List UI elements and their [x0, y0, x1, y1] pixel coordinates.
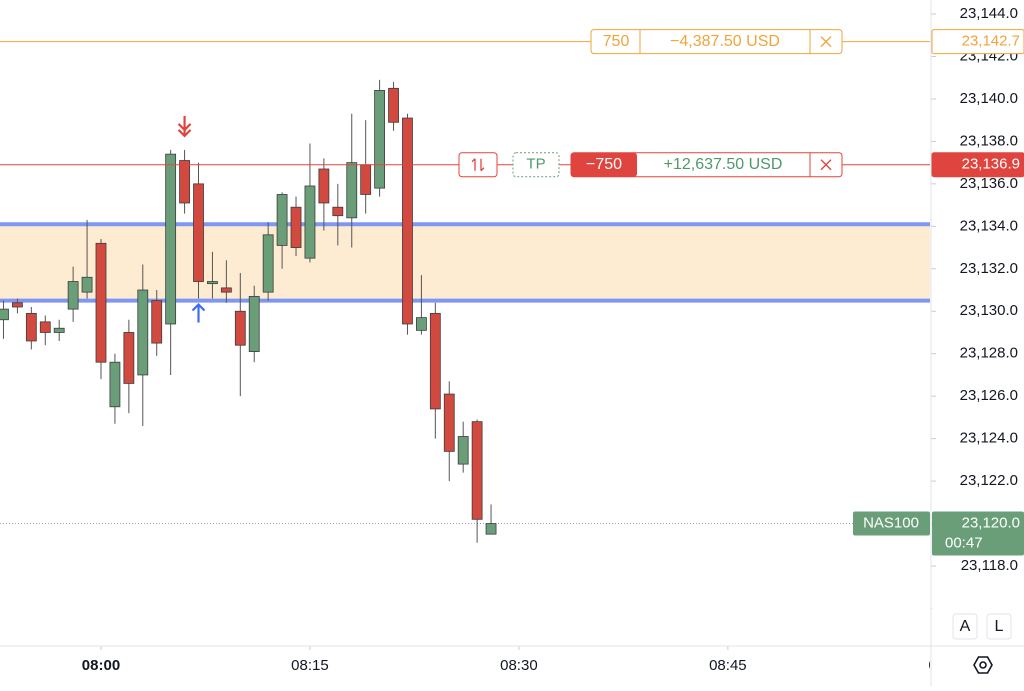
tp-button[interactable] — [512, 152, 560, 178]
candle-body — [262, 234, 274, 293]
tp-label[interactable]: TP — [526, 156, 545, 173]
candle-body — [81, 276, 93, 293]
candle-body — [332, 206, 344, 217]
x-tick-label: 08:00 — [82, 657, 120, 674]
candle-body — [193, 183, 204, 282]
y-tick-label: 23,136.0 — [960, 175, 1018, 192]
candle-body — [151, 300, 163, 344]
y-tick-label: 23,128.0 — [960, 345, 1018, 362]
candle-body — [318, 168, 330, 204]
candle-body — [220, 287, 232, 293]
pnl-label[interactable]: +12,637.50 USD — [664, 156, 783, 173]
candle-body — [39, 321, 51, 333]
y-tick-label: 23,134.0 — [960, 217, 1018, 234]
candle-body — [165, 153, 177, 325]
qty-box[interactable] — [571, 152, 637, 177]
candle-body — [179, 160, 190, 204]
y-tick-label: 23,130.0 — [960, 302, 1018, 319]
auto-scale-button[interactable] — [952, 613, 978, 640]
candle-body — [248, 295, 260, 352]
log-scale-button[interactable] — [986, 613, 1012, 640]
last-price-label: 23,120.0 — [962, 515, 1020, 532]
y-tick-label: 23,144.0 — [960, 5, 1018, 22]
candle-body — [388, 87, 399, 123]
candle-body — [25, 312, 37, 342]
x-tick-label: 08:30 — [500, 657, 538, 674]
candle-body — [360, 164, 372, 195]
last-price-tag — [932, 511, 1024, 556]
candle-body — [123, 332, 135, 384]
buy-signal — [191, 302, 206, 323]
candle-body — [304, 185, 316, 259]
settings-dot[interactable] — [979, 661, 987, 669]
qty-label[interactable]: 750 — [603, 33, 630, 50]
candle-body — [471, 421, 483, 520]
close-icon[interactable] — [820, 36, 832, 48]
candle-body — [374, 90, 386, 189]
symbol-label: NAS100 — [863, 515, 919, 532]
candle-body — [53, 327, 65, 333]
pnl-label[interactable]: −4,387.50 USD — [670, 33, 780, 50]
order-box[interactable] — [590, 29, 843, 55]
y-tick-label: 23,132.0 — [960, 260, 1018, 277]
settings-hex[interactable] — [973, 656, 993, 674]
zone-fill — [0, 224, 930, 301]
countdown-label: 00:47 — [945, 535, 983, 552]
symbol-tag — [853, 511, 930, 536]
candle-body — [276, 194, 288, 246]
x-tick-label: 08:45 — [709, 657, 747, 674]
y-tick-label: 23,140.0 — [960, 90, 1018, 107]
close-icon[interactable] — [820, 159, 832, 171]
x-axis: 08:00 08:15 08:30 08:45 09 — [82, 646, 945, 674]
candle-body — [290, 206, 302, 248]
candle-body — [457, 436, 469, 465]
qty-label[interactable]: −750 — [586, 156, 622, 173]
y-tick-label: 23,126.0 — [960, 387, 1018, 404]
candle-body — [0, 308, 9, 321]
candle-body — [12, 302, 23, 308]
sell-signal — [177, 115, 192, 138]
candle-body — [402, 117, 413, 325]
candle-body — [429, 312, 441, 410]
candle-body — [67, 281, 79, 310]
y-tick-label: 23,138.0 — [960, 132, 1018, 149]
auto-scale-label[interactable]: A — [960, 618, 971, 635]
y-tick-label: 23,122.0 — [960, 472, 1018, 489]
price-tag — [931, 152, 1024, 178]
y-tick-label: 23,118.0 — [961, 557, 1018, 574]
candle-body — [346, 162, 358, 219]
candle-body — [137, 289, 149, 376]
candle-body — [207, 281, 218, 285]
reverse-icon[interactable] — [471, 158, 485, 172]
candle-body — [95, 242, 107, 363]
price-tag-label: 23,136.9 — [962, 156, 1020, 173]
log-scale-label[interactable]: L — [995, 618, 1004, 635]
price-tag — [931, 29, 1024, 55]
y-tick-label: 23,124.0 — [960, 430, 1018, 447]
x-tick-label: 09 — [928, 657, 945, 674]
candle-body — [443, 393, 455, 452]
candle-body — [485, 523, 497, 535]
candle-body — [234, 310, 246, 346]
x-tick-label: 08:15 — [291, 657, 329, 674]
reverse-button[interactable] — [458, 152, 498, 178]
candle-body — [109, 361, 121, 408]
candle-body — [415, 317, 427, 331]
price-tag-label: 23,142.7 — [962, 33, 1020, 50]
settings-icon[interactable] — [973, 656, 993, 674]
